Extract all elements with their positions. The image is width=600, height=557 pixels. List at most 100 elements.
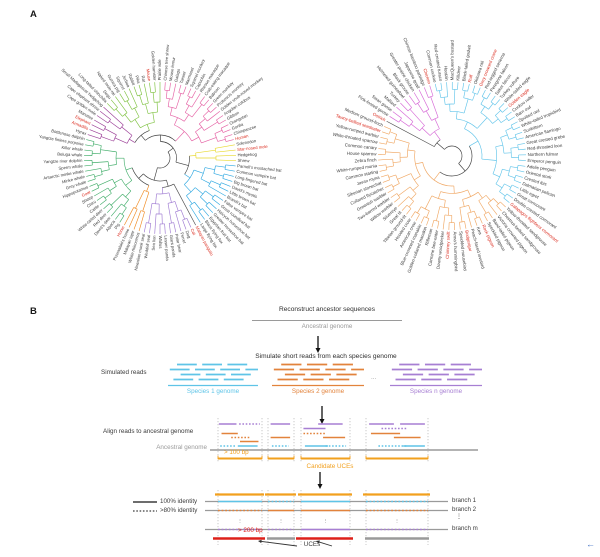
species-label: Dog [185, 230, 193, 240]
ancestral-genome-label: Ancestral genome [301, 323, 353, 330]
species-label: Goat [81, 189, 92, 198]
min-100bp-label: > 100 bp [224, 449, 249, 456]
species-label: Sheep [81, 194, 95, 205]
species-label: Rabbit [127, 73, 136, 87]
align-title: Align reads to ancestral genome [103, 428, 194, 435]
species-label: Hoatzin [443, 66, 449, 82]
species-label: Jerboa [121, 74, 131, 88]
species-label: Lesser panda [163, 235, 170, 261]
species-label: Galago [173, 68, 181, 83]
species-label: Sperm whale [58, 163, 83, 171]
species-label: MacQueen's bustard [449, 39, 454, 80]
species-label: Anna's hummingbird [452, 231, 458, 272]
species-label: Weddell seal [143, 234, 151, 258]
species-label: Marmoset [184, 66, 195, 86]
species-label: Shrew [237, 158, 250, 163]
species-label: Northern fulmar [528, 152, 559, 157]
candidate-uces-label: Candidate UCEs [306, 463, 354, 470]
reads-ellipsis: ... [371, 374, 377, 381]
legend-solid-label: 100% identity [160, 498, 198, 505]
species-label: Ostrich [372, 111, 387, 122]
species-label: Cattle [88, 203, 100, 214]
species-label: Pig [113, 222, 121, 230]
species-label: Great crested grebe [526, 134, 566, 146]
species-label: Armadillo [71, 120, 90, 131]
species-label: Chimney swift [445, 231, 451, 259]
reconstruct-title: Reconstruct ancestor sequences [278, 306, 376, 313]
species-label: Ferret [179, 232, 187, 245]
species-label: Downy woodpecker [436, 230, 446, 269]
species-label: Parnell's mustached bat [237, 163, 283, 173]
species-n-genome-label: Species n genome [409, 388, 463, 395]
branch-1-label: branch 1 [452, 497, 477, 504]
species-label: Crested ibis [524, 175, 548, 187]
species-label: Killer whale [61, 145, 83, 152]
branch-2-label: branch 2 [452, 506, 477, 513]
species-label: Zebra finch [354, 157, 377, 163]
species-label: White-rumped munia [336, 163, 378, 173]
species-label: Human [235, 133, 250, 141]
species-label: Rat [140, 75, 146, 83]
panel-a-label: A [30, 9, 37, 20]
species-label: Chicken [422, 68, 432, 85]
species-label: Red-crested turaco [433, 44, 444, 82]
species-label: Mouse lemur [168, 56, 176, 81]
species-label: Oriental stork [525, 170, 552, 181]
species-label: Common canary [345, 142, 378, 150]
matrix-vdots: ⋮ [237, 519, 243, 525]
simulated-reads-label: Simulated reads [101, 369, 147, 376]
species-label: Chiru [86, 199, 98, 209]
species-label: Tarsier [179, 70, 187, 84]
species-label: Alpaca [105, 219, 117, 233]
species-label: Kea [476, 226, 484, 236]
matrix-vdots: ⋮ [394, 519, 400, 525]
species-2-genome-label: Species 2 genome [291, 388, 345, 395]
panel-b-label: B [30, 306, 37, 317]
species-label: Chinese tree shrew [163, 43, 171, 80]
species-label: Rifleman [424, 227, 434, 246]
species-label: Yangtze river dolphin [43, 158, 83, 164]
species-1-genome-label: Species 1 genome [186, 388, 240, 395]
matrix-vdots: ⋮ [323, 519, 329, 525]
species-label: Black-tailed godwit [461, 44, 472, 82]
species-label: Speckled mousebird [458, 231, 467, 272]
species-label: Polar bear [174, 233, 183, 254]
species-label: Adelie penguin [527, 164, 557, 173]
species-label: Hyrax [75, 128, 88, 136]
uces-label: UCEs [303, 541, 321, 548]
species-label: Giant panda [169, 234, 177, 258]
simulate-title: Simulate short reads from each species g… [255, 353, 397, 360]
matrix-vdots: ⋮ [278, 519, 284, 525]
species-label: Squirrel [115, 75, 126, 90]
species-label: Common starling [345, 169, 379, 181]
min-200bp-label: > 200 bp [238, 527, 263, 534]
species-label: Emperor penguin [527, 158, 561, 165]
species-label: Grey whale [65, 179, 87, 191]
species-label: Budgerigar [464, 230, 473, 253]
return-arrow-icon: ← [586, 539, 595, 549]
branch-vdots: ⋮ [456, 513, 463, 520]
ancestral-genome-label-2: Ancestral genome [156, 444, 207, 451]
panel-b-graphics: ⋮ ⋮ ⋮ ⋮ [133, 319, 482, 547]
species-label: Sea lion [151, 235, 157, 251]
species-label: Gorilla [231, 121, 245, 130]
species-label: Star-nosed mole [237, 144, 269, 152]
species-label: Degu [102, 89, 113, 100]
species-label: Prairie vole [157, 59, 162, 81]
species-label: Beluga whale [57, 152, 83, 158]
species-label: House sparrow [347, 151, 377, 157]
legend-dotted-label: >80% identity [160, 507, 198, 514]
species-label: Sunbittern [523, 123, 544, 134]
species-label: Hedgehog [237, 152, 257, 158]
species-label: Mouse [145, 68, 152, 82]
species-label: Horse [116, 225, 126, 238]
species-label: Walrus [158, 236, 163, 249]
species-label: Ruff [467, 73, 474, 83]
species-label: Solenodon [236, 138, 257, 147]
species-label: Killdeer [455, 65, 461, 81]
species-label: Cat [190, 228, 198, 237]
species-label: Pika [134, 75, 141, 85]
